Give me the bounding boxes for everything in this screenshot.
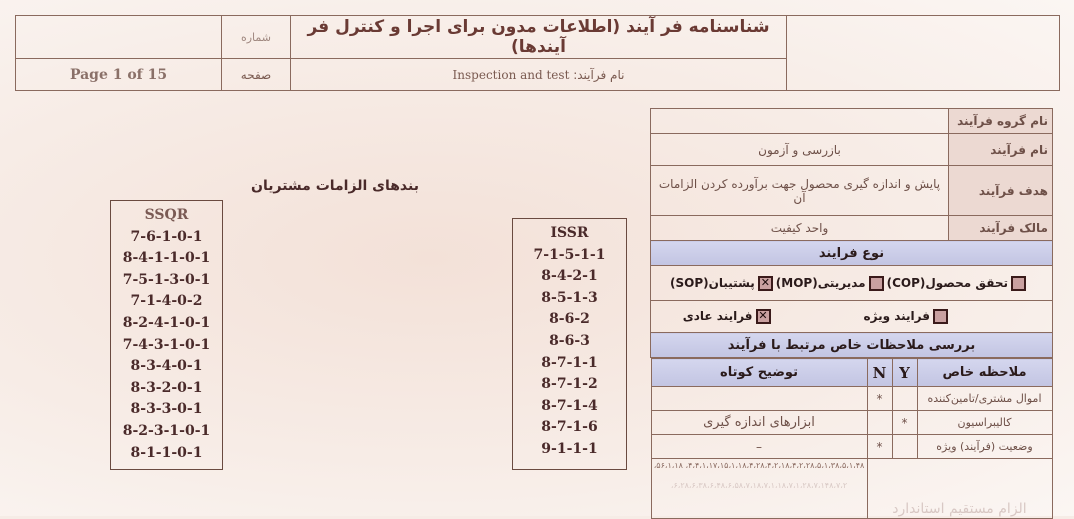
number-label: شماره <box>221 15 291 59</box>
document-title: شناسنامه فر آیند (اطلاعات مدون برای اجرا… <box>290 15 787 59</box>
table-row: اموال مشتری/تامین‌کننده * <box>650 386 1053 411</box>
row-item: وضعیت (فرآیند) ویژه <box>916 434 1053 459</box>
col-desc: توضیح کوتاه <box>650 358 868 387</box>
list-item: 7-5-1-3-0-1 <box>122 271 211 288</box>
list-item: 7-1-5-1-1 <box>533 246 606 263</box>
row-n: * <box>866 386 893 411</box>
name-value: بازرسی و آزمون <box>650 133 949 166</box>
list-item: 9-1-1-1 <box>541 440 598 457</box>
special-considerations-header: بررسی ملاحظات خاص مرتبط با فرآیند <box>650 332 1053 358</box>
list-item: 8-7-1-2 <box>541 376 598 393</box>
normal-process-label: فرایند عادی <box>682 309 753 323</box>
list-item: 8-3-3-0-1 <box>130 401 203 418</box>
requirements-title: بندهای الزامات مشتریان <box>251 178 419 194</box>
list-item: 8-4-2-1 <box>541 268 598 285</box>
table-row: کالیبراسیون * ابزارهای اندازه گیری <box>650 410 1053 435</box>
number-value <box>15 15 222 59</box>
list-item: 8-7-1-4 <box>541 397 598 414</box>
owner-label: مالک فرآیند <box>948 215 1053 241</box>
list-item: 8-3-4-0-1 <box>130 358 203 375</box>
process-name-value: Inspection and test <box>452 67 570 82</box>
row-y: * <box>891 410 918 435</box>
list-item: 8-7-1-6 <box>541 419 598 436</box>
list-item: 8-2-4-1-0-1 <box>122 314 211 331</box>
page-label: صفحه <box>221 58 291 91</box>
issr-title: ISSR <box>550 225 589 241</box>
ssqr-title: SSQR <box>144 207 189 223</box>
row-desc: – <box>650 434 868 459</box>
group-name-label: نام گروه فرآیند <box>948 108 1053 134</box>
process-type-header: نوع فرایند <box>650 240 1053 266</box>
goal-value: پایش و اندازه گیری محصول جهت برآورده کرد… <box>650 165 949 216</box>
list-item: 7-1-4-0-2 <box>130 293 203 310</box>
checkbox-normal-process[interactable]: ✕فرایند عادی <box>683 309 774 324</box>
group-name-value <box>650 108 949 134</box>
goal-label: هدف فرآیند <box>948 165 1053 216</box>
row-item: کالیبراسیون <box>916 410 1053 435</box>
row-n <box>866 410 893 435</box>
row-item: اموال مشتری/تامین‌کننده <box>916 386 1053 411</box>
ssqr-list: SSQR 7-6-1-0-1 8-4-1-1-0-1 7-5-1-3-0-1 7… <box>110 200 223 470</box>
logo-cell <box>786 15 1060 91</box>
list-item: 8-6-3 <box>549 332 590 349</box>
list-item: 8-6-2 <box>549 311 590 328</box>
checked-x-icon: ✕ <box>755 309 771 324</box>
checkbox-sop[interactable]: ✕پشتیبان(SOP) <box>670 275 776 291</box>
row-desc: ابزارهای اندازه گیری <box>650 410 868 435</box>
standard-requirement-label: الزام مستقیم استاندارد <box>866 458 1053 519</box>
owner-value: واحد کیفیت <box>650 215 949 241</box>
process-info-table: نام گروه فرآیند بازرسی و آزمون نام فرآیند… <box>650 108 1053 519</box>
special-process-label: فرایند ویژه <box>863 309 930 323</box>
row-desc <box>650 386 868 411</box>
checkbox-cop[interactable]: تحقق محصول(COP) <box>886 275 1029 291</box>
col-n: N <box>866 358 893 387</box>
list-item: 8-1-1-0-1 <box>130 444 203 461</box>
issr-list: ISSR 7-1-5-1-1 8-4-2-1 8-5-1-3 8-6-2 8-6… <box>512 218 627 470</box>
row-y <box>891 386 918 411</box>
list-item: 8-3-2-0-1 <box>130 379 203 396</box>
special-considerations-table: ملاحظه خاص Y N توضیح کوتاه اموال مشتری/ت… <box>650 358 1053 519</box>
header-table: شماره شناسنامه فر آیند (اطلاعات مدون برا… <box>15 15 1060 91</box>
sop-label: پشتیبان(SOP) <box>670 275 755 290</box>
checkbox-special-process[interactable]: فرایند ویژه <box>864 309 951 324</box>
cop-label: تحقق محصول(COP) <box>886 275 1008 290</box>
process-name-label: نام فرآیند: <box>573 67 625 82</box>
checkbox-mop[interactable]: مدیریتی(MOP) <box>775 275 887 291</box>
table-row: وضعیت (فرآیند) ویژه * – <box>650 434 1053 459</box>
checked-x-icon: ✕ <box>757 275 773 291</box>
mop-label: مدیریتی(MOP) <box>775 275 866 290</box>
page-number: Page 1 of 15 <box>15 58 222 91</box>
row-n: * <box>866 434 893 459</box>
standard-requirement-value: ۶،۲۸،۶،۳۸،۶،۴۸،۶،۵۸،۷،۱۸،۷،۱،۱۸،۷،۱،۲۸،۷… <box>670 481 848 490</box>
col-y: Y <box>891 358 918 387</box>
list-item: 8-2-3-1-0-1 <box>122 422 211 439</box>
list-item: 7-4-3-1-0-1 <box>122 336 211 353</box>
clauses-list: ۴،۴،۱،۱۷،۱۵،۱،۱۸،۴،۲۸،۴،۲،۱۸،۴،۲،۲۸،۵،۱،… <box>653 461 865 470</box>
list-item: 8-7-1-1 <box>541 354 598 371</box>
row-y <box>891 434 918 459</box>
col-item: ملاحظه خاص <box>916 358 1053 387</box>
list-item: 7-6-1-0-1 <box>130 228 203 245</box>
list-item: 8-5-1-3 <box>541 289 598 306</box>
list-item: 8-4-1-1-0-1 <box>122 250 211 267</box>
name-label: نام فرآیند <box>948 133 1053 166</box>
